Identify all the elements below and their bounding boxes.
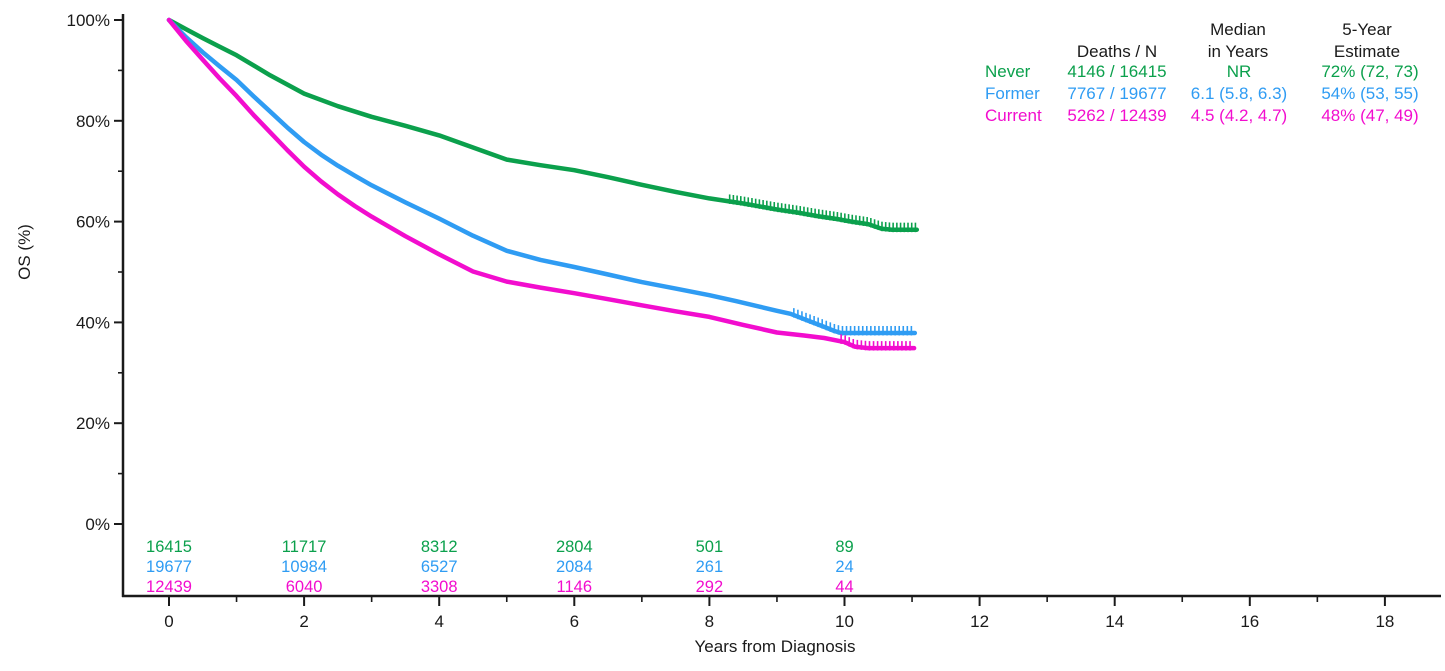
x-tick-label: 8	[705, 612, 714, 631]
summary-row-median-never: NR	[1227, 62, 1252, 81]
at-risk-value-former: 10984	[281, 558, 327, 576]
at-risk-value-former: 19677	[146, 558, 192, 576]
curve-never	[166, 17, 920, 232]
y-tick-label: 100%	[67, 11, 110, 30]
at-risk-value-former: 24	[835, 558, 853, 576]
at-risk-value-never: 501	[696, 538, 724, 556]
summary-row-median-current: 4.5 (4.2, 4.7)	[1191, 106, 1287, 125]
at-risk-value-never: 89	[835, 538, 853, 556]
at-risk-value-never: 16415	[146, 538, 192, 556]
summary-row-deaths-current: 5262 / 12439	[1067, 106, 1166, 125]
y-tick-label: 80%	[76, 112, 110, 131]
curve-current	[166, 17, 917, 351]
at-risk-value-current: 6040	[286, 578, 323, 596]
summary-header-median-line2: in Years	[1208, 42, 1269, 61]
summary-header-median-line1: Median	[1210, 20, 1266, 39]
at-risk-value-current: 292	[696, 578, 724, 596]
x-tick-label: 6	[570, 612, 579, 631]
at-risk-value-current: 12439	[146, 578, 192, 596]
summary-row-deaths-former: 7767 / 19677	[1067, 84, 1166, 103]
x-tick-label: 0	[164, 612, 173, 631]
x-tick-label: 12	[970, 612, 989, 631]
x-tick-label: 14	[1105, 612, 1124, 631]
at-risk-value-former: 2084	[556, 558, 593, 576]
summary-row-deaths-never: 4146 / 16415	[1067, 62, 1166, 81]
y-tick-label: 0%	[85, 515, 110, 534]
y-tick-label: 60%	[76, 213, 110, 232]
y-tick-label: 40%	[76, 313, 110, 332]
at-risk-value-current: 3308	[421, 578, 458, 596]
at-risk-value-never: 2804	[556, 538, 593, 556]
summary-header-estimate-line1: 5-Year	[1342, 20, 1392, 39]
summary-row-median-former: 6.1 (5.8, 6.3)	[1191, 84, 1287, 103]
summary-header-estimate-line2: Estimate	[1334, 42, 1400, 61]
x-axis-title: Years from Diagnosis	[695, 637, 856, 656]
summary-row-5yr-current: 48% (47, 49)	[1321, 106, 1418, 125]
summary-row-label-former: Former	[985, 84, 1040, 103]
summary-row-5yr-never: 72% (72, 73)	[1321, 62, 1418, 81]
at-risk-value-never: 11717	[282, 538, 327, 556]
summary-row-5yr-former: 54% (53, 55)	[1321, 84, 1418, 103]
at-risk-value-current: 1146	[557, 578, 592, 596]
x-tick-label: 16	[1240, 612, 1259, 631]
x-tick-label: 10	[835, 612, 854, 631]
summary-row-label-current: Current	[985, 106, 1042, 125]
at-risk-value-never: 8312	[421, 538, 458, 556]
curve-former	[166, 17, 918, 336]
at-risk-value-current: 44	[835, 578, 853, 596]
summary-row-label-never: Never	[985, 62, 1031, 81]
summary-header-deaths-n: Deaths / N	[1077, 42, 1157, 61]
at-risk-value-former: 6527	[421, 558, 458, 576]
x-tick-label: 18	[1375, 612, 1394, 631]
at-risk-value-former: 261	[696, 558, 724, 576]
y-tick-label: 20%	[76, 414, 110, 433]
x-tick-label: 4	[434, 612, 443, 631]
x-tick-label: 2	[299, 612, 308, 631]
y-axis-title: OS (%)	[15, 224, 34, 280]
